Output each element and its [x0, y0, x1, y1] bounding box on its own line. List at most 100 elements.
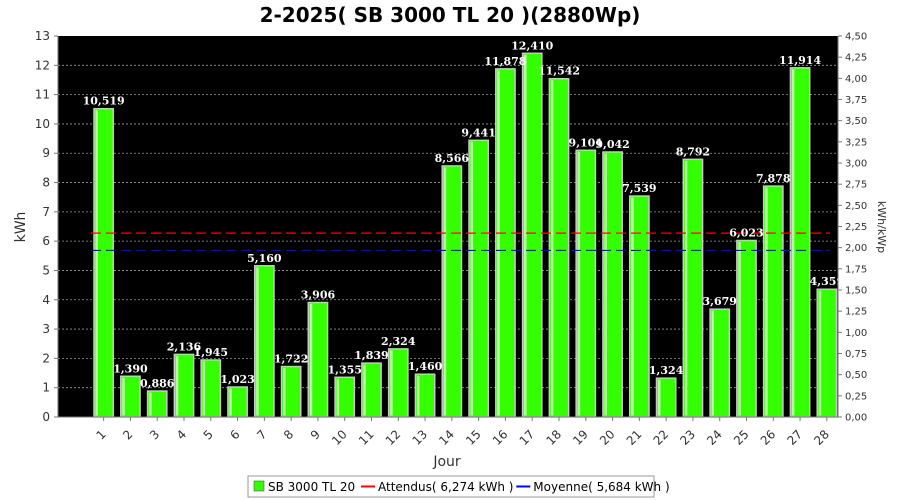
- y2-tick-label: 2,25: [845, 222, 867, 233]
- x-axis-label: Jour: [432, 454, 461, 470]
- y-tick-label: 0: [42, 410, 50, 424]
- y2-tick-label: 1,25: [845, 307, 867, 318]
- bar-highlight: [122, 377, 125, 416]
- legend: SB 3000 TL 20 Attendus( 6,274 kWh ) Moyenn…: [247, 475, 670, 498]
- x-tick-label: 27: [784, 427, 805, 448]
- data-label: 9,101: [569, 136, 603, 149]
- bar-highlight: [711, 310, 715, 416]
- y2-tick-label: 4,00: [845, 74, 867, 85]
- x-tick-label: 13: [409, 427, 430, 448]
- data-label: 11,914: [779, 54, 821, 67]
- data-label: 1,945: [194, 346, 228, 359]
- x-tick-label: 2: [120, 427, 135, 442]
- data-label: 1,355: [327, 363, 361, 376]
- bar-highlight: [818, 290, 822, 416]
- data-label: 10,519: [83, 95, 125, 108]
- bar-highlight: [631, 197, 634, 416]
- y-tick-label: 6: [42, 234, 50, 248]
- x-tick-label: 28: [811, 427, 832, 448]
- data-label: 2,324: [381, 335, 416, 348]
- bar-highlight: [684, 160, 688, 416]
- data-label: 0,886: [140, 377, 175, 390]
- data-label: 7,539: [622, 182, 656, 195]
- y2-axis-label: kWh/kWp: [875, 201, 888, 253]
- y-tick-label: 10: [35, 117, 50, 131]
- x-tick-label: 15: [463, 427, 484, 448]
- x-tick-label: 16: [490, 427, 511, 448]
- x-tick-label: 12: [383, 427, 404, 448]
- bar-highlight: [658, 379, 661, 416]
- legend-box: [247, 475, 655, 498]
- x-tick-label: 10: [329, 427, 350, 448]
- legend-swatch-bars: [253, 480, 265, 492]
- bar-highlight: [229, 388, 232, 416]
- data-label: 1,324: [649, 364, 684, 377]
- data-label: 3,906: [301, 289, 336, 302]
- x-tick-label: 22: [651, 427, 672, 448]
- bar-highlight: [95, 110, 98, 416]
- bar-highlight: [497, 70, 500, 416]
- data-label: 3,679: [702, 295, 736, 308]
- data-label: 11,542: [538, 65, 580, 78]
- reference-lines: [91, 232, 830, 252]
- y2-tick-label: 1,50: [845, 286, 867, 297]
- data-label: 8,566: [435, 152, 470, 165]
- y-tick-label: 13: [35, 29, 50, 43]
- bar-highlight: [470, 141, 473, 416]
- x-tick-label: 5: [201, 427, 216, 442]
- x-tick-label: 4: [174, 427, 189, 442]
- y-tick-label: 4: [42, 293, 50, 307]
- y2-tick-label: 3,75: [845, 95, 867, 106]
- data-label: 4,359: [810, 275, 844, 288]
- x-tick-label: 26: [758, 427, 779, 448]
- data-label: 8,792: [676, 145, 710, 158]
- y-tick-label: 12: [35, 58, 50, 72]
- legend-label-bars: SB 3000 TL 20: [268, 480, 355, 494]
- y2-tick-label: 1,75: [845, 264, 867, 275]
- data-label: 1,023: [220, 373, 254, 386]
- chart-title: 2-2025( SB 3000 TL 20 )(2880Wp): [260, 3, 641, 27]
- data-label: 7,878: [756, 172, 791, 185]
- x-tick-label: 21: [624, 427, 645, 448]
- data-label: 1,722: [274, 353, 308, 366]
- data-label: 1,839: [354, 349, 388, 362]
- y-tick-label: 1: [42, 381, 50, 395]
- bar-highlight: [202, 361, 206, 416]
- x-axis: 1 2 3 4 5 6 7 8 9 10 11 12 13 14 15 16 17 18 19 20 21 22 23 24 2…: [58, 416, 838, 448]
- y-tick-label: 3: [42, 322, 50, 336]
- y-axis-label: kWh: [13, 212, 29, 243]
- data-label: 11,878: [484, 55, 526, 68]
- y2-tick-label: 0,75: [845, 349, 867, 360]
- legend-label-line: Attendus( 6,274 kWh ): [378, 480, 513, 494]
- x-tick-label: 19: [570, 427, 591, 448]
- bar-highlight: [524, 54, 527, 416]
- y-tick-label: 8: [42, 176, 50, 190]
- x-tick-label: 24: [704, 427, 725, 448]
- bar-highlight: [363, 364, 366, 416]
- x-tick-label: 8: [281, 427, 296, 442]
- y2-tick-label: 3,00: [845, 159, 867, 170]
- y2-tick-label: 2,75: [845, 180, 867, 191]
- y2-tick-label: 2,00: [845, 243, 867, 254]
- y2-tick-label: 4,50: [845, 32, 867, 43]
- bar-highlight: [550, 80, 554, 416]
- y2-tick-label: 3,25: [845, 137, 867, 148]
- bar-highlight: [175, 355, 179, 416]
- data-label: 12,410: [511, 39, 553, 52]
- data-label: 9,441: [461, 126, 495, 139]
- x-tick-label: 9: [308, 427, 323, 442]
- data-label: 1,460: [408, 360, 443, 373]
- bar-highlight: [256, 267, 259, 416]
- x-tick-label: 3: [147, 427, 162, 442]
- x-tick-label: 1: [93, 427, 108, 442]
- y-tick-label: 5: [42, 263, 50, 277]
- bar-highlight: [149, 392, 152, 416]
- y2-tick-label: 1,00: [845, 328, 867, 339]
- x-tick-label: 14: [436, 427, 457, 448]
- y2-tick-label: 0,50: [845, 370, 867, 381]
- legend-label-line: Moyenne( 5,684 kWh ): [533, 480, 669, 494]
- data-label: 6,023: [729, 226, 763, 239]
- y-tick-label: 9: [42, 146, 50, 160]
